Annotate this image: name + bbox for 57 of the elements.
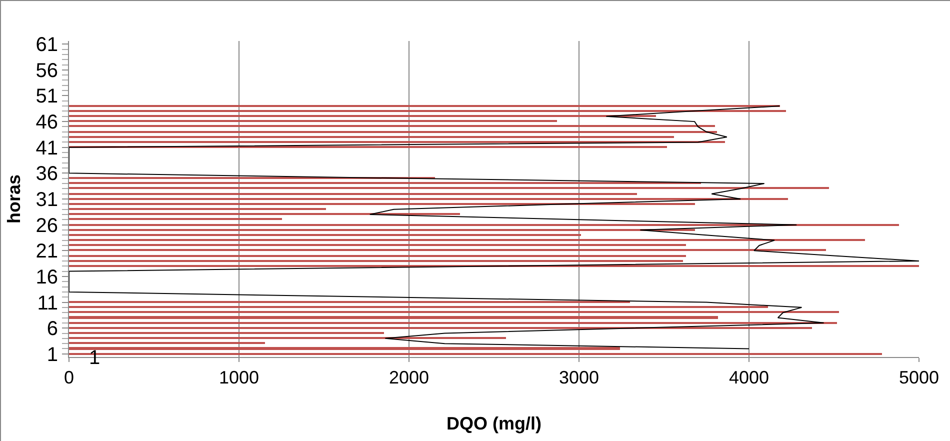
bar — [69, 208, 326, 210]
bar — [69, 131, 717, 133]
bar — [69, 306, 768, 308]
bar — [69, 301, 630, 303]
bar — [69, 141, 725, 143]
bar — [69, 213, 460, 215]
y-tick-label: 41 — [36, 137, 58, 160]
bar — [69, 327, 812, 329]
bar — [69, 115, 656, 117]
bar — [69, 255, 686, 257]
x-axis-title: DQO (mg/l) — [446, 414, 542, 434]
bar — [69, 193, 637, 195]
bar — [69, 136, 674, 138]
x-tick-label: 2000 — [388, 368, 430, 388]
bar — [69, 224, 899, 226]
bar — [69, 218, 282, 220]
bar — [69, 347, 620, 350]
x-tick-label: 0 — [64, 368, 74, 388]
bar — [69, 249, 826, 251]
x-tick-label: 3000 — [558, 368, 600, 388]
y-tick-label: 46 — [36, 112, 58, 134]
bar — [69, 182, 701, 184]
bar — [69, 342, 265, 344]
bar — [69, 332, 384, 334]
bar — [69, 229, 695, 231]
y-tick-label: 51 — [36, 86, 58, 108]
y-tick-label: 11 — [37, 292, 58, 314]
bar — [69, 105, 780, 107]
y-tick-label: 36 — [36, 163, 58, 186]
bar — [69, 110, 786, 112]
bar — [69, 316, 718, 319]
y-axis-title: horas — [4, 174, 24, 224]
x-tick-label: 4000 — [728, 368, 770, 388]
bar — [69, 187, 829, 189]
bar — [69, 337, 506, 339]
y-tick-label: 6 — [46, 318, 58, 340]
x-tick-label: 1000 — [218, 368, 260, 388]
bar — [69, 125, 715, 127]
x-tick-label: 5000 — [898, 368, 940, 388]
y-tick-label: 26 — [36, 214, 58, 237]
bar — [69, 244, 686, 246]
bar — [69, 120, 557, 122]
bar — [69, 239, 865, 241]
y-tick-label: 56 — [36, 60, 58, 82]
bar — [69, 260, 683, 262]
bar — [69, 234, 581, 236]
bar — [69, 353, 882, 355]
y-tick-label: 31 — [36, 189, 58, 211]
bar — [69, 311, 839, 313]
y-tick-label: 21 — [36, 240, 58, 263]
bar — [69, 322, 837, 324]
bar — [69, 265, 919, 267]
bar — [69, 203, 695, 205]
bar — [69, 198, 788, 200]
y-tick-label: 1 — [46, 344, 58, 366]
y-tick-label: 61 — [36, 34, 58, 56]
y-tick-label: 16 — [36, 266, 58, 288]
